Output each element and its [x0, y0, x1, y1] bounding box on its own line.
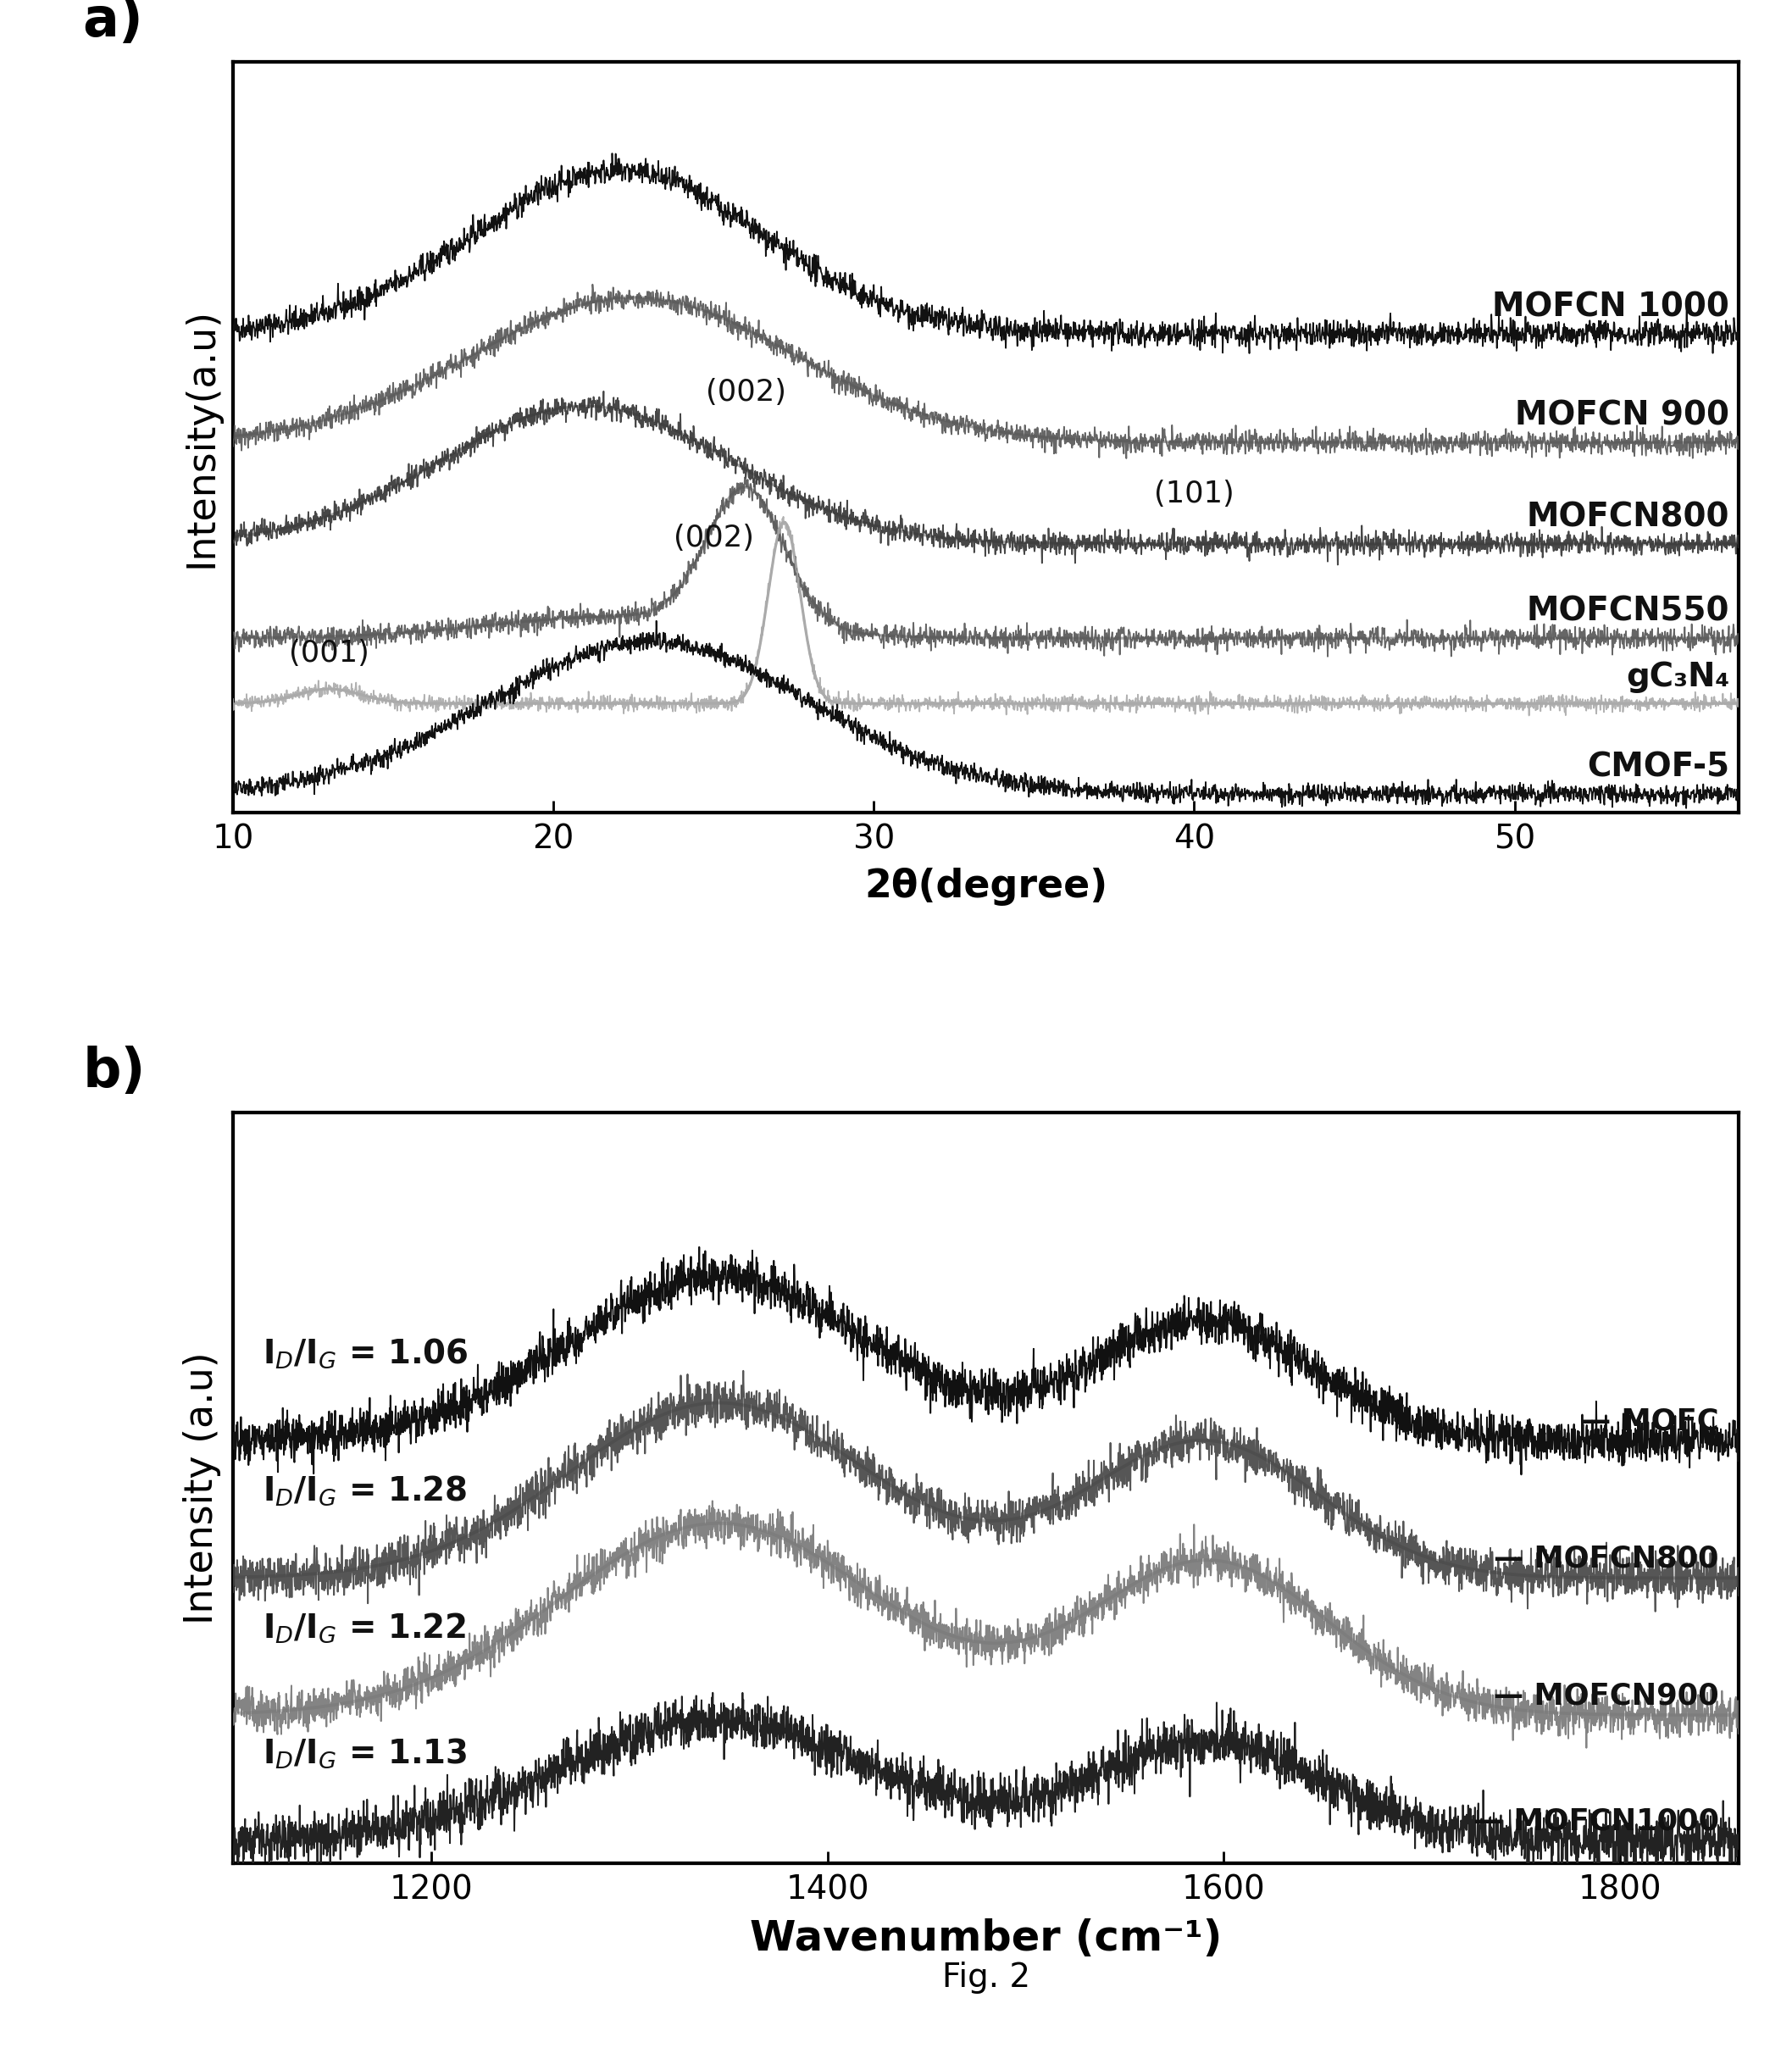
Text: MOFCN 1000: MOFCN 1000 [1491, 292, 1729, 323]
Text: I$_{D}$/I$_{G}$ = 1.13: I$_{D}$/I$_{G}$ = 1.13 [263, 1737, 468, 1770]
Text: — MOFC: — MOFC [1581, 1408, 1719, 1437]
Text: — MOFCN1000: — MOFCN1000 [1473, 1807, 1719, 1836]
Text: (101): (101) [1154, 478, 1235, 507]
Text: Fig. 2: Fig. 2 [941, 1960, 1030, 1993]
Text: MOFCN800: MOFCN800 [1525, 501, 1729, 534]
Text: (002): (002) [706, 377, 785, 406]
Text: gC₃N₄: gC₃N₄ [1625, 660, 1729, 693]
Text: CMOF-5: CMOF-5 [1586, 751, 1729, 782]
Text: I$_{D}$/I$_{G}$ = 1.28: I$_{D}$/I$_{G}$ = 1.28 [263, 1474, 466, 1507]
Text: I$_{D}$/I$_{G}$ = 1.22: I$_{D}$/I$_{G}$ = 1.22 [263, 1610, 466, 1644]
Text: — MOFCN900: — MOFCN900 [1493, 1681, 1719, 1710]
Text: I$_{D}$/I$_{G}$ = 1.06: I$_{D}$/I$_{G}$ = 1.06 [263, 1337, 468, 1370]
X-axis label: 2θ(degree): 2θ(degree) [864, 867, 1107, 905]
Y-axis label: Intensity(a.u): Intensity(a.u) [183, 306, 220, 567]
Text: (002): (002) [674, 524, 754, 553]
Text: a): a) [82, 0, 143, 48]
Text: MOFCN 900: MOFCN 900 [1514, 400, 1729, 433]
Y-axis label: Intensity (a.u): Intensity (a.u) [183, 1352, 220, 1625]
X-axis label: Wavenumber (cm⁻¹): Wavenumber (cm⁻¹) [749, 1917, 1222, 1958]
Text: — MOFCN800: — MOFCN800 [1493, 1544, 1719, 1573]
Text: b): b) [82, 1045, 145, 1097]
Text: MOFCN550: MOFCN550 [1525, 596, 1729, 627]
Text: (001): (001) [289, 640, 369, 667]
